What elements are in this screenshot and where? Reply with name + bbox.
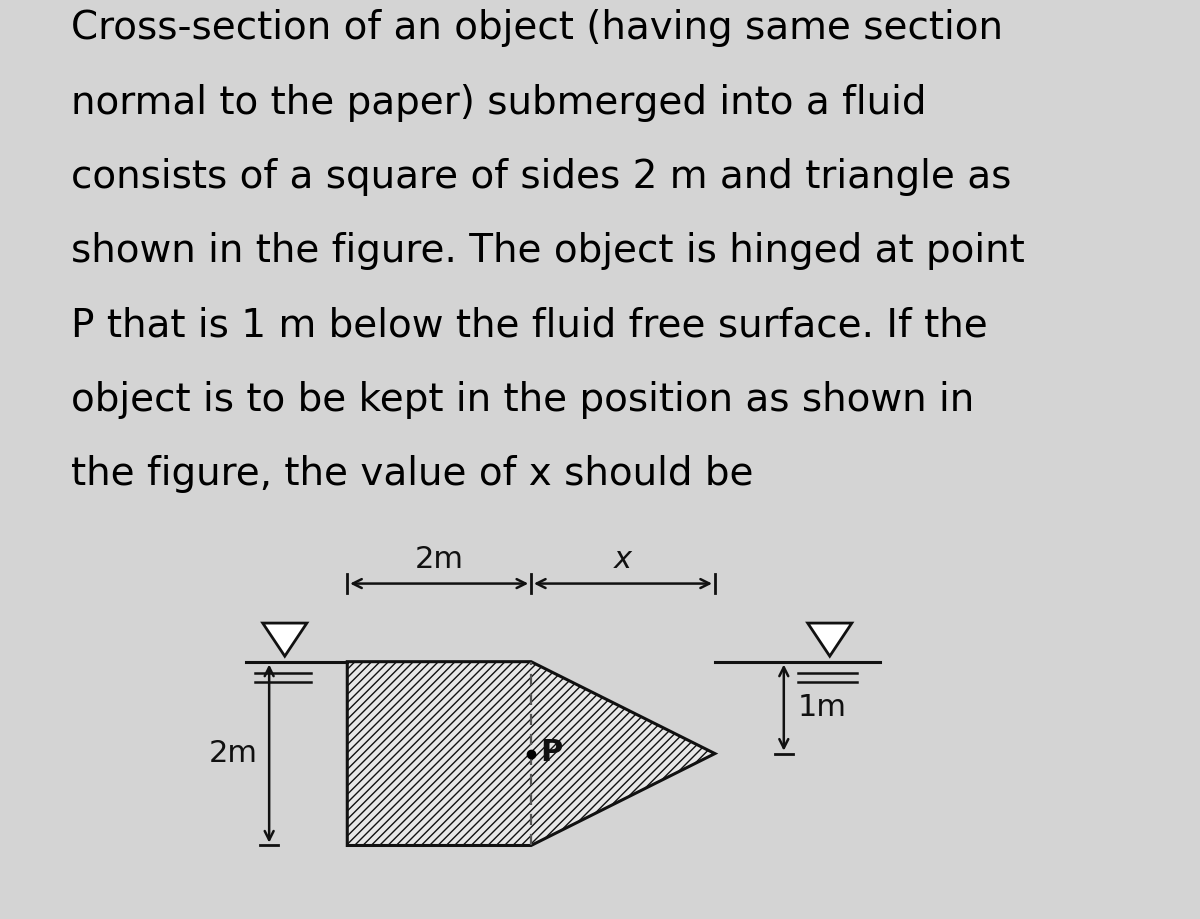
Text: Cross-section of an object (having same section: Cross-section of an object (having same … <box>71 9 1002 47</box>
Text: normal to the paper) submerged into a fluid: normal to the paper) submerged into a fl… <box>71 84 926 121</box>
Polygon shape <box>347 662 715 845</box>
Text: 2m: 2m <box>415 545 463 574</box>
Text: the figure, the value of x should be: the figure, the value of x should be <box>71 455 754 494</box>
Text: P that is 1 m below the fluid free surface. If the: P that is 1 m below the fluid free surfa… <box>71 307 988 345</box>
Polygon shape <box>808 623 852 656</box>
Polygon shape <box>263 623 307 656</box>
Text: 2m: 2m <box>209 739 258 768</box>
Text: x: x <box>614 545 632 574</box>
Text: consists of a square of sides 2 m and triangle as: consists of a square of sides 2 m and tr… <box>71 158 1010 196</box>
Text: shown in the figure. The object is hinged at point: shown in the figure. The object is hinge… <box>71 233 1025 270</box>
Text: P: P <box>540 738 563 767</box>
Text: object is to be kept in the position as shown in: object is to be kept in the position as … <box>71 380 974 419</box>
Text: 1m: 1m <box>798 693 846 722</box>
